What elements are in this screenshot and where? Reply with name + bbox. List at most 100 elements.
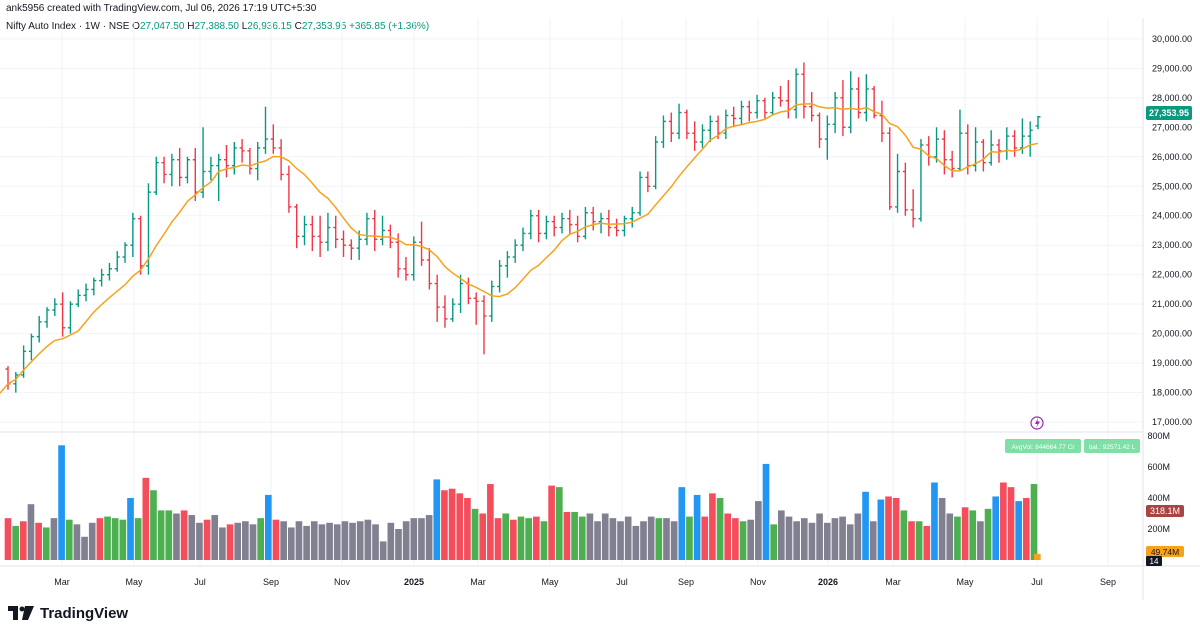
- ohlc-bar: [60, 292, 66, 337]
- ohlc-bar: [333, 215, 339, 249]
- change-value: +365.85 (+1.36%): [349, 21, 430, 32]
- ohlc-bar: [153, 156, 159, 196]
- volume-bar: [441, 490, 448, 560]
- volume-bar: [517, 516, 525, 560]
- volume-bar: [609, 518, 617, 560]
- ohlc-bar: [949, 150, 955, 178]
- ohlc-bar: [1012, 130, 1018, 157]
- footer-brand[interactable]: TradingView: [8, 602, 128, 624]
- volume-bar: [12, 525, 19, 560]
- volume-bar: [961, 507, 969, 560]
- ohlc-bar: [372, 209, 378, 252]
- last-volume-tag: 318.1M: [1150, 506, 1180, 516]
- volume-bar: [318, 524, 326, 560]
- ohlc-bar: [75, 289, 81, 308]
- time-tick-label: Sep: [1100, 577, 1116, 587]
- volume-info-badges: AvgVol: 844664.77 Cr bal.: 92571.42 L: [1005, 439, 1140, 453]
- ohlc-bar: [902, 162, 908, 216]
- volume-bar: [693, 494, 701, 560]
- ohlc-bar: [614, 218, 620, 237]
- volume-bar: [647, 516, 655, 560]
- volume-bar: [173, 513, 180, 560]
- price-tick-label: 24,000.00: [1152, 211, 1192, 221]
- volume-bar: [96, 518, 104, 560]
- volume-bar: [839, 516, 846, 560]
- volume-bar: [946, 513, 954, 560]
- ohlc-bar: [1004, 127, 1010, 160]
- ohlc-bar: [184, 156, 190, 184]
- time-tick-label: May: [125, 577, 143, 587]
- price-chart[interactable]: 30,000.00 29,000.00 28,000.00 27,000.00 26,0…: [0, 0, 1200, 600]
- volume-bar: [869, 521, 877, 560]
- volume-bar: [862, 491, 869, 560]
- volume-bar: [257, 518, 264, 560]
- volume-bar: [211, 515, 219, 560]
- volume-bar: [908, 521, 915, 560]
- volume-bar: [762, 463, 770, 560]
- price-tick-label: 26,000.00: [1152, 152, 1192, 162]
- volume-axis[interactable]: 800M 600M 400M 200M: [1147, 431, 1170, 534]
- price-axis[interactable]: 30,000.00 29,000.00 28,000.00 27,000.00 26,0…: [1152, 34, 1192, 427]
- volume-bar: [242, 521, 249, 560]
- ohlc-bar: [793, 68, 799, 119]
- volume-bar: [778, 510, 785, 560]
- volume-bar: [846, 524, 854, 560]
- ohlc-bar: [637, 171, 643, 216]
- volume-bar: [640, 521, 647, 560]
- volume-bar: [1007, 487, 1015, 560]
- time-tick-label: 2026: [818, 577, 838, 587]
- volume-bar: [134, 518, 142, 560]
- price-tick-label: 27,000.00: [1152, 122, 1192, 132]
- alert-icon[interactable]: [1030, 416, 1044, 430]
- volume-bar: [793, 521, 800, 560]
- ohlc-bar: [653, 136, 659, 190]
- volume-bar: [915, 521, 923, 560]
- ohlc-bar: [122, 242, 128, 263]
- volume-bar: [479, 513, 487, 560]
- ohlc-bar: [44, 307, 50, 328]
- volume-bar: [58, 445, 65, 560]
- ohlc-bar: [731, 106, 737, 128]
- volume-bar: [81, 536, 88, 560]
- volume-tags: 318.1M 49.74M 14: [1146, 505, 1184, 566]
- ohlc-bar: [559, 212, 565, 234]
- attribution-bar: ank5956 created with TradingView.com, Ju…: [0, 0, 1200, 18]
- volume-bar: [127, 498, 134, 560]
- ohlc-bar: [411, 236, 417, 281]
- time-tick-label: Mar: [470, 577, 486, 587]
- volume-bar: [494, 518, 502, 560]
- volume-series: [4, 445, 1041, 560]
- volume-bar: [19, 521, 27, 560]
- open-value: 27,047.50: [139, 21, 185, 32]
- price-tick-label: 17,000.00: [1152, 417, 1192, 427]
- time-axis[interactable]: Mar May Jul Sep Nov 2025 Mar May Jul Sep Nov 2026 Ma…: [54, 577, 1116, 587]
- volume-bar: [785, 516, 793, 560]
- volume-bar: [249, 524, 257, 560]
- ohlc-bar: [738, 100, 744, 125]
- volume-bar: [180, 510, 188, 560]
- price-tick-label: 29,000.00: [1152, 63, 1192, 73]
- volume-bar: [555, 487, 563, 560]
- volume-bar: [165, 510, 173, 560]
- brand-name: TradingView: [40, 604, 129, 622]
- ohlc-bar: [177, 147, 183, 187]
- volume-bar: [88, 522, 96, 560]
- ohlc-bar: [83, 283, 89, 302]
- volume-bar: [196, 522, 203, 560]
- volume-bar: [234, 522, 242, 560]
- ohlc-bar: [832, 91, 838, 134]
- time-tick-label: Sep: [678, 577, 694, 587]
- volume-bar: [969, 510, 977, 560]
- volume-bar: [670, 521, 678, 560]
- low-value: 26,936.15: [247, 21, 292, 32]
- open-label: O: [132, 21, 140, 32]
- time-tick-label: Jul: [1031, 577, 1043, 587]
- time-tick-label: 2025: [404, 577, 424, 587]
- volume-bar: [724, 513, 732, 560]
- price-tick-label: 25,000.00: [1152, 181, 1192, 191]
- ohlc-bar: [216, 153, 222, 201]
- ohlc-bar: [856, 77, 862, 119]
- ohlc-bar: [263, 106, 268, 154]
- ohlc-bar: [629, 206, 635, 228]
- symbol-label[interactable]: Nifty Auto Index · 1W · NSE: [6, 21, 130, 32]
